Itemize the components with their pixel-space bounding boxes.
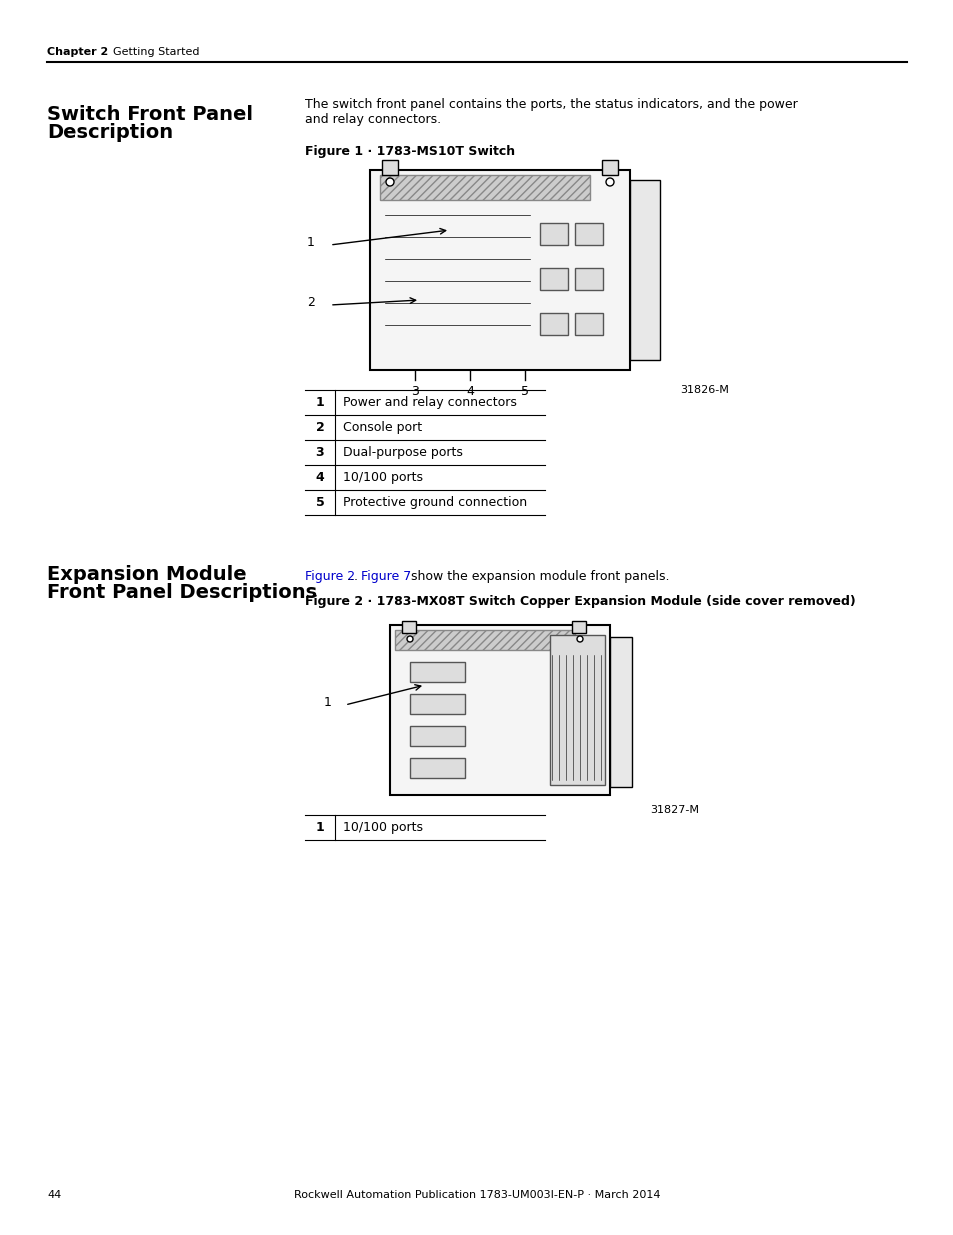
Text: Expansion Module: Expansion Module	[47, 564, 247, 584]
Text: 3: 3	[411, 385, 418, 398]
Bar	[572, 621, 585, 634]
Text: show the expansion module front panels.: show the expansion module front panels.	[407, 571, 669, 583]
Bar	[575, 224, 602, 245]
Bar	[629, 180, 659, 359]
Text: Figure 1 · 1783-MS10T Switch: Figure 1 · 1783-MS10T Switch	[305, 144, 515, 158]
Text: 31827-M: 31827-M	[649, 805, 699, 815]
Bar	[609, 637, 631, 787]
Bar	[550, 635, 604, 785]
Bar	[539, 312, 567, 335]
Bar	[390, 625, 609, 795]
Text: 44: 44	[47, 1191, 61, 1200]
Text: Front Panel Descriptions: Front Panel Descriptions	[47, 583, 316, 601]
Text: Dual-purpose ports: Dual-purpose ports	[343, 446, 462, 459]
Text: 2: 2	[307, 295, 314, 309]
Bar	[379, 175, 589, 200]
Text: Protective ground connection: Protective ground connection	[343, 496, 527, 509]
Bar	[395, 630, 575, 650]
Bar	[539, 224, 567, 245]
Text: The switch front panel contains the ports, the status indicators, and the power
: The switch front panel contains the port…	[305, 98, 797, 126]
Text: 10/100 ports: 10/100 ports	[343, 471, 422, 484]
Bar	[401, 621, 416, 634]
Bar	[539, 268, 567, 290]
Circle shape	[605, 178, 614, 186]
Bar	[370, 170, 629, 370]
Text: 5: 5	[520, 385, 529, 398]
Bar	[410, 694, 464, 714]
Text: 1: 1	[307, 236, 314, 248]
Text: Console port: Console port	[343, 421, 421, 433]
Text: 31826-M: 31826-M	[679, 385, 728, 395]
Text: Chapter 2: Chapter 2	[47, 47, 108, 57]
Text: Getting Started: Getting Started	[99, 47, 199, 57]
Text: Switch Front Panel: Switch Front Panel	[47, 105, 253, 124]
Text: 10/100 ports: 10/100 ports	[343, 821, 422, 834]
Circle shape	[577, 636, 582, 642]
Text: Figure 2: Figure 2	[305, 571, 355, 583]
Bar	[575, 312, 602, 335]
Bar	[381, 161, 397, 175]
Bar	[410, 662, 464, 682]
Text: 2: 2	[315, 421, 324, 433]
Bar	[601, 161, 618, 175]
Text: 4: 4	[466, 385, 474, 398]
Circle shape	[386, 178, 394, 186]
Bar	[575, 268, 602, 290]
Text: Rockwell Automation Publication 1783-UM003I-EN-P · March 2014: Rockwell Automation Publication 1783-UM0…	[294, 1191, 659, 1200]
Text: Figure 2 · 1783-MX08T Switch Copper Expansion Module (side cover removed): Figure 2 · 1783-MX08T Switch Copper Expa…	[305, 595, 855, 608]
Text: 1: 1	[324, 695, 332, 709]
Bar	[410, 726, 464, 746]
Bar	[410, 758, 464, 778]
Text: 3: 3	[315, 446, 324, 459]
Text: 1: 1	[315, 396, 324, 409]
Text: Power and relay connectors: Power and relay connectors	[343, 396, 517, 409]
Text: 4: 4	[315, 471, 324, 484]
Text: Description: Description	[47, 124, 172, 142]
Text: Figure 7: Figure 7	[360, 571, 411, 583]
Text: 1: 1	[315, 821, 324, 834]
Text: 5: 5	[315, 496, 324, 509]
Circle shape	[407, 636, 413, 642]
Text: ...: ...	[347, 571, 358, 583]
